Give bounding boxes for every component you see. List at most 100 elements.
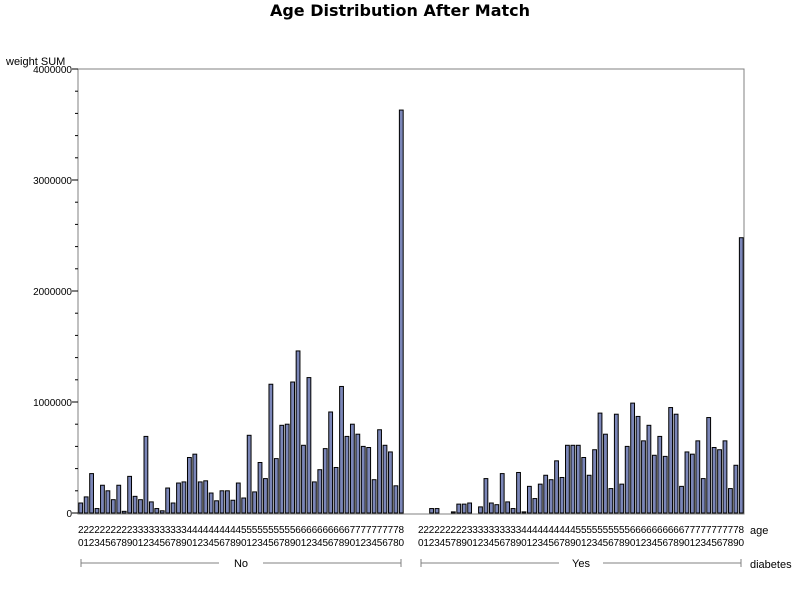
x-tick-label-tens: 7 <box>382 525 388 536</box>
x-tick-label-tens: 7 <box>695 525 701 536</box>
bar <box>127 475 133 514</box>
x-tick-label-tens: 6 <box>662 525 668 536</box>
x-tick-label-ones: 7 <box>116 538 122 549</box>
bar <box>355 433 361 514</box>
bar <box>630 402 636 514</box>
bar <box>526 485 532 514</box>
bar <box>554 460 559 514</box>
x-tick-label-ones: 3 <box>203 538 209 549</box>
x-tick-label-ones: 2 <box>478 538 484 549</box>
x-tick-label-ones: 4 <box>317 538 323 549</box>
x-tick-label-ones: 3 <box>94 538 100 549</box>
x-tick-label-tens: 2 <box>445 525 451 536</box>
bar <box>603 433 608 514</box>
bar <box>711 447 717 514</box>
x-tick-label-ones: 4 <box>154 538 160 549</box>
bar <box>679 485 684 514</box>
bar <box>483 478 489 514</box>
x-tick-label-tens: 7 <box>684 525 690 536</box>
x-tick-label-tens: 2 <box>440 525 446 536</box>
x-tick-label-tens: 6 <box>339 525 345 536</box>
x-tick-label-tens: 6 <box>322 525 328 536</box>
bar <box>339 385 344 514</box>
x-tick-label-ones: 3 <box>434 538 440 549</box>
x-tick-label-tens: 5 <box>581 525 587 536</box>
x-tick-label-tens: 7 <box>722 525 728 536</box>
x-tick-label-ones: 3 <box>257 538 263 549</box>
x-tick-label-tens: 6 <box>295 525 301 536</box>
bar <box>738 237 744 514</box>
x-tick-label-tens: 6 <box>317 525 323 536</box>
bar <box>619 483 625 514</box>
x-tick-label-tens: 4 <box>570 525 576 536</box>
bar <box>516 471 521 514</box>
x-tick-label-tens: 4 <box>219 525 225 536</box>
x-tick-label-ones: 8 <box>673 538 679 549</box>
bar <box>366 447 372 514</box>
bar <box>548 479 554 514</box>
x-tick-label-ones: 6 <box>608 538 614 549</box>
x-tick-label-ones: 2 <box>143 538 149 549</box>
x-tick-label-tens: 2 <box>78 525 84 536</box>
bar <box>317 469 323 514</box>
x-tick-label-ones: 5 <box>105 538 111 549</box>
bar <box>181 481 187 514</box>
chart-title: Age Distribution After Match <box>270 1 530 20</box>
x-tick-label-tens: 6 <box>668 525 674 536</box>
x-tick-label-tens: 7 <box>711 525 717 536</box>
bar <box>706 417 712 514</box>
x-tick-label-ones: 1 <box>690 538 696 549</box>
x-tick-label-ones: 0 <box>187 538 193 549</box>
x-tick-label-ones: 4 <box>440 538 446 549</box>
x-tick-label-ones: 5 <box>322 538 328 549</box>
bar <box>284 423 290 514</box>
x-tick-label-tens: 7 <box>717 525 723 536</box>
x-tick-label-tens: 4 <box>225 525 231 536</box>
x-tick-label-ones: 4 <box>597 538 603 549</box>
bar <box>197 481 203 514</box>
x-tick-label-ones: 3 <box>366 538 372 549</box>
x-tick-label-tens: 3 <box>143 525 149 536</box>
x-tick-label-tens: 5 <box>614 525 620 536</box>
bar <box>700 478 706 514</box>
x-tick-label-tens: 4 <box>214 525 220 536</box>
bar <box>537 483 543 514</box>
x-tick-label-tens: 8 <box>398 525 404 536</box>
x-tick-label-tens: 3 <box>467 525 473 536</box>
x-tick-label-ones: 7 <box>170 538 176 549</box>
x-tick-label-ones: 3 <box>149 538 155 549</box>
x-tick-label-ones: 5 <box>214 538 220 549</box>
x-tick-label-tens: 3 <box>516 525 522 536</box>
x-tick-label-ones: 6 <box>717 538 723 549</box>
x-tick-label-ones: 7 <box>225 538 231 549</box>
x-tick-label-ones: 6 <box>219 538 225 549</box>
bar <box>94 508 100 514</box>
group-axis-label: diabetes <box>750 559 792 571</box>
x-tick-label-ones: 9 <box>127 538 133 549</box>
x-tick-label-tens: 2 <box>423 525 429 536</box>
bar <box>170 502 176 514</box>
x-tick-label-tens: 6 <box>312 525 318 536</box>
bar <box>328 411 334 514</box>
bar <box>559 476 565 514</box>
x-tick-label-tens: 2 <box>121 525 127 536</box>
bar <box>494 504 500 514</box>
x-tick-label-ones: 7 <box>505 538 511 549</box>
x-tick-label-tens: 3 <box>159 525 165 536</box>
x-tick-label-tens: 7 <box>355 525 361 536</box>
bar <box>575 444 581 514</box>
x-tick-label-ones: 0 <box>575 538 581 549</box>
x-tick-label-ones: 1 <box>635 538 641 549</box>
x-tick-label-ones: 0 <box>521 538 527 549</box>
bar <box>624 445 630 514</box>
x-tick-label-tens: 7 <box>728 525 734 536</box>
x-tick-label-ones: 0 <box>418 538 424 549</box>
x-tick-label-ones: 4 <box>652 538 658 549</box>
bar <box>651 454 657 514</box>
x-tick-label-ones: 8 <box>121 538 127 549</box>
x-tick-label-ones: 7 <box>722 538 728 549</box>
x-tick-label-ones: 0 <box>78 538 84 549</box>
x-tick-label-ones: 7 <box>451 538 457 549</box>
bar <box>586 474 592 514</box>
x-tick-label-tens: 4 <box>230 525 236 536</box>
